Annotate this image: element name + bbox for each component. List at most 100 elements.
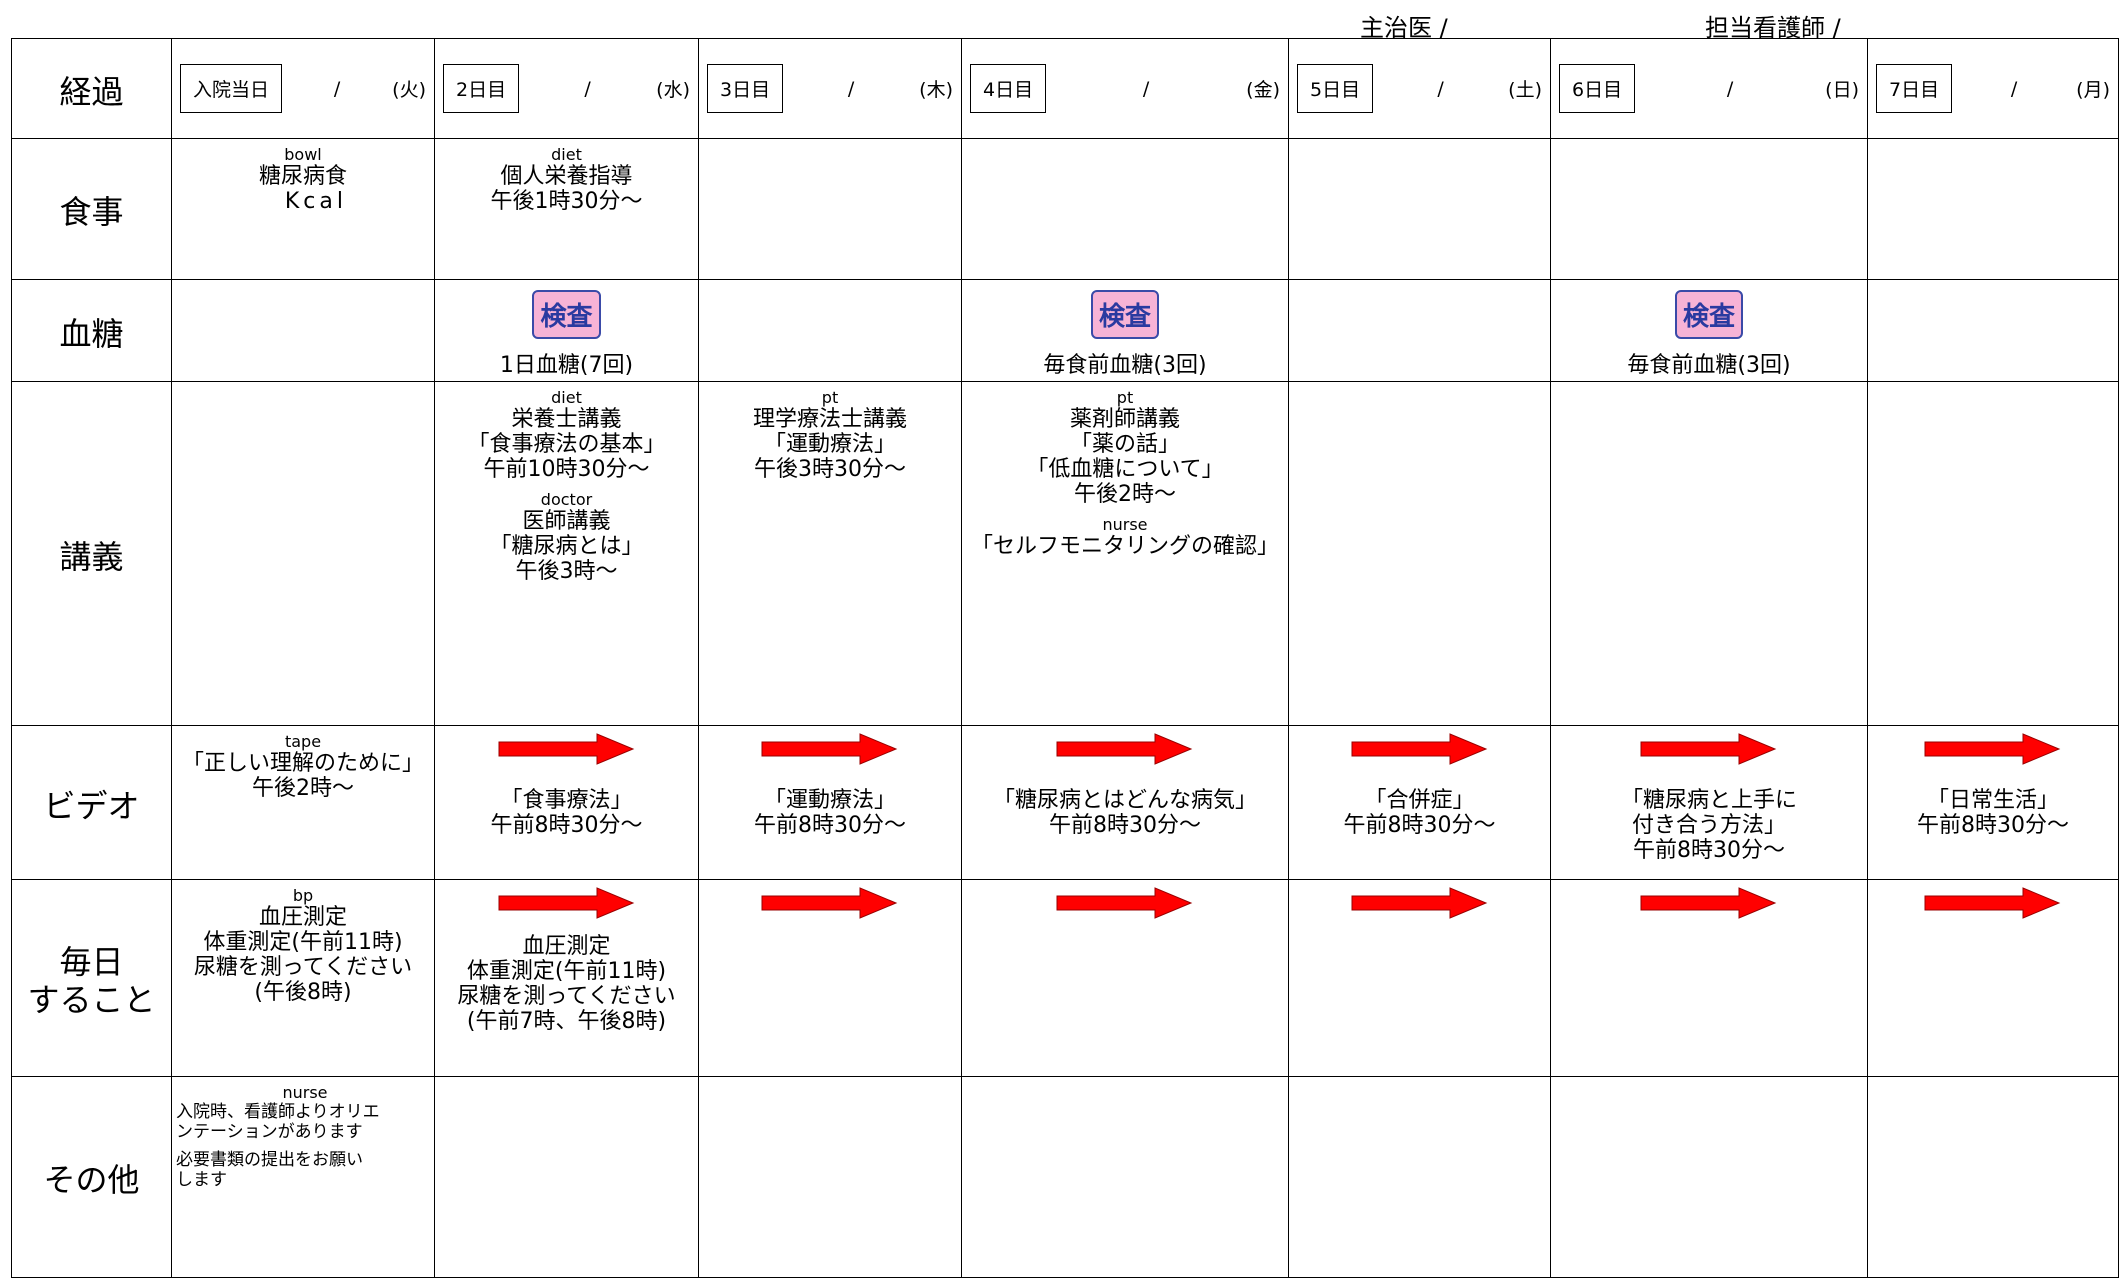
row-label-line: ビデオ <box>43 786 140 825</box>
schedule-cell <box>699 880 962 1077</box>
day-slash: / <box>1726 77 1734 100</box>
schedule-cell: bp 血圧測定 体重測定(午前11時) 尿糖を測ってください (午後8時) <box>172 880 435 1077</box>
day-header: 5日目 / (土) <box>1289 38 1551 139</box>
text-line: 午前8時30分～ <box>490 813 643 838</box>
text-line: 糖尿病食 <box>258 164 347 189</box>
text-line: (午後8時) <box>254 980 352 1005</box>
schedule-cell: pt 薬剤師講義 「薬の話」 「低血糖について」 午後2時～ nurse 「セルフモニタリン… <box>962 382 1289 726</box>
schedule-cell <box>1289 382 1551 726</box>
day-weekday: (木) <box>919 79 953 101</box>
row-label: ビデオ <box>11 726 172 880</box>
text-line: 午前8時30分～ <box>1048 813 1201 838</box>
schedule-cell: 血圧測定 体重測定(午前11時) 尿糖を測ってください (午前7時、午後8時) <box>435 880 699 1077</box>
day-box: 3日目 / (木) <box>699 39 961 138</box>
day-box: 5日目 / (土) <box>1289 39 1550 138</box>
text-block: 検査 <box>532 290 601 345</box>
text-line: 体重測定(午前11時) <box>466 959 667 984</box>
day-name: 4日目 <box>970 64 1047 113</box>
arrow <box>1350 732 1490 770</box>
text-line: 午後3時30分～ <box>753 457 906 482</box>
schedule-cell: diet 栄養士講義 「食事療法の基本」 午前10時30分～ doctor 医師講義 「糖尿… <box>435 382 699 726</box>
arrow <box>1055 886 1195 924</box>
day-name: 7日目 <box>1876 64 1953 113</box>
text-line: 医師講義 <box>522 509 611 534</box>
schedule-cell <box>1868 1077 2119 1278</box>
text-line: 午後2時～ <box>251 776 354 801</box>
day-box: 入院当日 / (火) <box>172 39 434 138</box>
arrow <box>1923 732 2063 770</box>
text-line: 「セルフモニタリングの確認」 <box>970 534 1279 559</box>
text-line: (午前7時、午後8時) <box>466 1009 667 1034</box>
text-block: 血圧測定 体重測定(午前11時) 尿糖を測ってください (午後8時) <box>194 905 412 1005</box>
text-line: 「食事療法」 <box>500 788 633 813</box>
day-name: 3日目 <box>707 64 784 113</box>
day-header: 7日目 / (月) <box>1868 38 2119 139</box>
text-line: 「合併症」 <box>1364 788 1475 813</box>
day-header: 6日目 / (日) <box>1551 38 1868 139</box>
text-block: 毎食前血糖(3回) <box>1627 353 1790 378</box>
badge: 検査 <box>532 290 601 339</box>
text-block: 「合併症」 午前8時30分～ <box>1344 788 1496 838</box>
schedule-cell: diet 個人栄養指導 午後1時30分～ <box>435 139 699 280</box>
schedule-cell: 検査毎食前血糖(3回) <box>962 280 1289 382</box>
schedule-cell: 「食事療法」 午前8時30分～ <box>435 726 699 880</box>
text-block: 「運動療法」 午前8時30分～ <box>754 788 906 838</box>
schedule-cell <box>1868 382 2119 726</box>
text-block: 「糖尿病とはどんな病気」 午前8時30分～ <box>993 788 1257 838</box>
arrow <box>1350 886 1490 924</box>
text-line: 午前10時30分～ <box>483 457 650 482</box>
arrow <box>1639 732 1779 770</box>
text-line: 「薬の話」 <box>1069 432 1180 457</box>
row-label: 講義 <box>11 382 172 726</box>
schedule-cell: 「日常生活」 午前8時30分～ <box>1868 726 2119 880</box>
schedule-cell <box>1289 880 1551 1077</box>
text-block: 個人栄養指導 午後1時30分～ <box>491 164 643 214</box>
schedule-cell <box>962 1077 1289 1278</box>
arrow <box>497 732 637 770</box>
schedule-cell <box>1289 280 1551 382</box>
text-line: 1日血糖(7回) <box>499 353 634 378</box>
text-block: 糖尿病食 Kcal <box>259 164 347 214</box>
row-label-line: 食事 <box>59 193 124 231</box>
icon: nurse <box>1102 515 1148 534</box>
badge: 検査 <box>1090 290 1159 339</box>
text-line: 個人栄養指導 <box>500 164 633 189</box>
text-line: 毎食前血糖(3回) <box>1043 353 1207 378</box>
arrow <box>1923 886 2063 924</box>
text-line: 「運動療法」 <box>763 788 896 813</box>
arrow <box>760 886 900 924</box>
schedule-cell <box>1868 280 2119 382</box>
text-block: 「食事療法」 午前8時30分～ <box>491 788 643 838</box>
text-line: 午前8時30分～ <box>1632 838 1785 863</box>
text-block: 理学療法士講義 「運動療法」 午後3時30分～ <box>753 407 907 482</box>
day-slash: / <box>1437 77 1444 100</box>
text-line: 午後2時～ <box>1074 482 1176 507</box>
schedule-cell <box>962 139 1289 280</box>
text-line: 「運動療法」 <box>763 432 896 457</box>
row-label: 経過 <box>11 38 172 139</box>
schedule-cell: 「合併症」 午前8時30分～ <box>1289 726 1551 880</box>
schedule-cell: 検査 1日血糖(7回) <box>435 280 699 382</box>
icon: pt <box>1116 388 1134 407</box>
row-label-line: 毎日 <box>59 943 124 981</box>
schedule-cell: 「運動療法」 午前8時30分～ <box>699 726 962 880</box>
text-block: 「日常生活」 午前8時30分～ <box>1917 788 2069 838</box>
row-label: 毎日 すること <box>11 880 172 1077</box>
text-line: 「低血糖について」 <box>1026 457 1224 482</box>
schedule-cell <box>699 1077 962 1278</box>
icon: tape <box>284 732 322 751</box>
icon: nurse <box>282 1083 328 1102</box>
schedule-cell <box>172 280 435 382</box>
schedule-cell: 検査 毎食前血糖(3回) <box>1551 280 1868 382</box>
text-line: 午後1時30分～ <box>490 189 643 214</box>
text-line: 毎食前血糖(3回) <box>1627 353 1791 378</box>
row-label: その他 <box>11 1077 172 1278</box>
day-name: 入院当日 <box>180 64 283 113</box>
schedule-cell <box>1551 382 1868 726</box>
schedule-cell <box>435 1077 699 1278</box>
day-weekday: (日) <box>1825 79 1859 101</box>
day-header: 4日目 / (金) <box>962 38 1289 139</box>
text-line: 「糖尿病とは」 <box>489 534 644 559</box>
day-name: 2日目 <box>443 64 520 113</box>
nurse-label: 担当看護師 / <box>1705 14 1841 42</box>
